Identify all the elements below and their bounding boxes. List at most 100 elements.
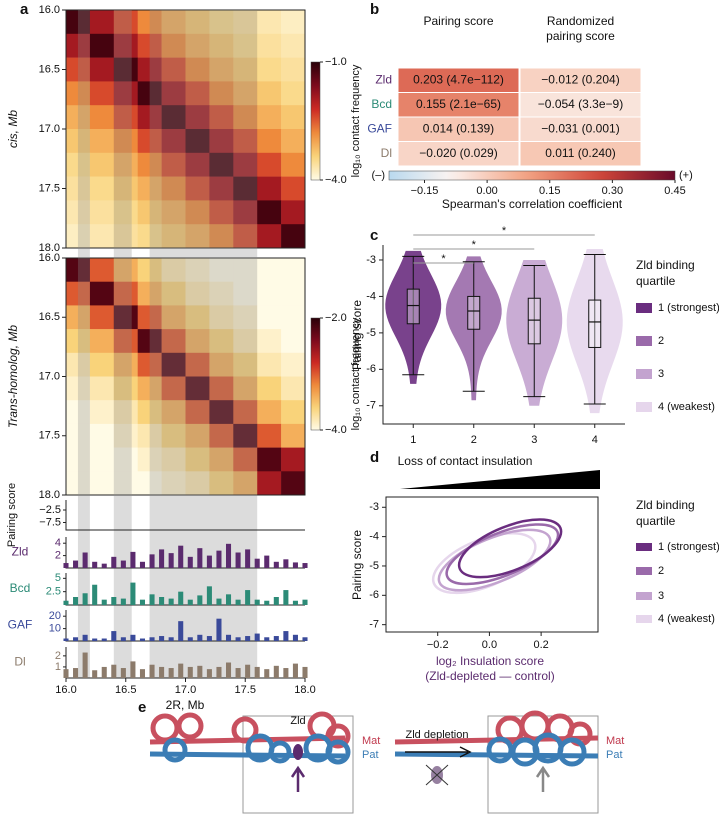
track-bar (63, 563, 69, 568)
title: Loss of contact insulation (398, 454, 533, 468)
heatmap-cell (257, 81, 282, 106)
heatmap-cell (161, 200, 186, 225)
y-tick-label: -4 (366, 290, 376, 302)
heatmap-cell (233, 81, 258, 106)
track-bar (139, 669, 146, 678)
heatmap-cell (113, 105, 138, 130)
significance-label: * (502, 225, 507, 237)
track-bar (63, 600, 69, 605)
track-bar (168, 598, 174, 605)
heatmap-cell (233, 305, 258, 330)
colorbar (310, 317, 321, 431)
colorbar (388, 170, 676, 181)
track-bar (111, 664, 117, 678)
track-bar (101, 638, 107, 641)
legend-swatch (636, 592, 652, 600)
heatmap-cell (209, 305, 234, 330)
label: Pat (606, 749, 623, 761)
row-label: Bcd (371, 97, 392, 111)
matrix-cell (397, 67, 520, 93)
heatmap-cell (161, 447, 186, 472)
track-bar (73, 637, 79, 641)
heatmap-cell (209, 152, 234, 177)
colorbar-tick-label: −1.0 (325, 56, 347, 68)
y-tick-label: 17.5 (39, 430, 60, 442)
cell-label: 0.155 (2.1e−65) (416, 97, 501, 111)
colorbar-end: (+) (679, 169, 693, 181)
heatmap-cell (161, 281, 186, 306)
track-bar (120, 560, 126, 568)
y-tick-label: 2 (55, 650, 61, 662)
x-tick-label: 0.0 (482, 639, 497, 651)
colorbar-tick-label: −4.0 (325, 174, 347, 186)
track-bar (178, 591, 184, 605)
y-tick-label: 18.0 (39, 489, 60, 501)
heatmap-cell (113, 152, 138, 177)
axes (382, 245, 625, 425)
heatmap-cell (66, 10, 91, 35)
heatmap-cell (113, 400, 138, 425)
x-tick-label: 3 (531, 434, 537, 446)
heatmap-cell (161, 10, 186, 35)
heatmap-cell (89, 471, 115, 496)
track-bar (159, 549, 165, 568)
heatmap-cell (185, 305, 210, 330)
colorbar-label: log₁₀ contact frequency (350, 317, 362, 430)
y-tick-label: -5 (369, 560, 379, 572)
heatmap-cell (66, 33, 91, 58)
heatmap-cell (281, 376, 306, 401)
x-tick-label: 16.5 (115, 684, 136, 696)
heatmap-cell (137, 376, 162, 401)
colorbar-tick-label: 0.00 (476, 185, 497, 197)
track-bar (120, 668, 126, 678)
heatmap-cell (209, 376, 234, 401)
colorbar-tick-label: 0.15 (539, 185, 560, 197)
heatmap-cell (257, 129, 282, 154)
colorbar-label: log₁₀ contact frequency (350, 64, 362, 177)
cell-label: −0.020 (0.029) (419, 146, 497, 160)
heatmap-cell (113, 423, 138, 448)
heatmap-cell (185, 447, 210, 472)
y-tick-label: -3 (366, 254, 376, 266)
y-tick-label: 5 (55, 572, 61, 584)
y-tick-label: −2.5 (39, 504, 61, 516)
track-bar (187, 637, 193, 641)
heatmap-cell (161, 105, 186, 130)
column-header: Pairing score (423, 14, 493, 28)
y-tick-label: 17.0 (39, 123, 60, 135)
legend-swatch (636, 567, 652, 575)
track-bar (159, 636, 165, 641)
y-tick-label: -7 (366, 400, 376, 412)
track-bar (292, 600, 298, 605)
heatmap-cell (185, 33, 210, 58)
heatmap-cell (113, 376, 138, 401)
track-label: Pairing score (6, 483, 18, 547)
heatmap-cell (137, 200, 162, 225)
label: Pat (362, 749, 379, 761)
heatmap-cell (66, 329, 91, 354)
track-bar (273, 665, 279, 678)
track-bar (197, 634, 203, 641)
heatmap-cell (113, 81, 138, 106)
x-axis-label: log₂ Insulation score (436, 654, 544, 668)
track-bar (302, 666, 308, 678)
heatmap-cell (257, 376, 282, 401)
track-bar (139, 599, 146, 605)
track-bar (187, 599, 193, 605)
cell-label: 0.203 (4.7e−112) (413, 72, 504, 86)
colorbar-tick-label: −2.0 (325, 312, 347, 324)
heatmap-cell (257, 33, 282, 58)
track-bar (302, 599, 308, 605)
heatmap-cell (66, 352, 91, 377)
heatmap-cell (137, 471, 162, 496)
heatmap-cell (113, 471, 138, 496)
track-bar (216, 618, 222, 641)
heatmap-cell (161, 423, 186, 448)
track-bar (120, 598, 126, 605)
x-tick-label: 17.0 (175, 684, 196, 696)
track-bar (168, 668, 174, 678)
heatmap-cell (209, 258, 234, 282)
heatmap-cell (233, 471, 258, 496)
heatmap-cell (161, 176, 186, 201)
track-bar (225, 662, 232, 678)
